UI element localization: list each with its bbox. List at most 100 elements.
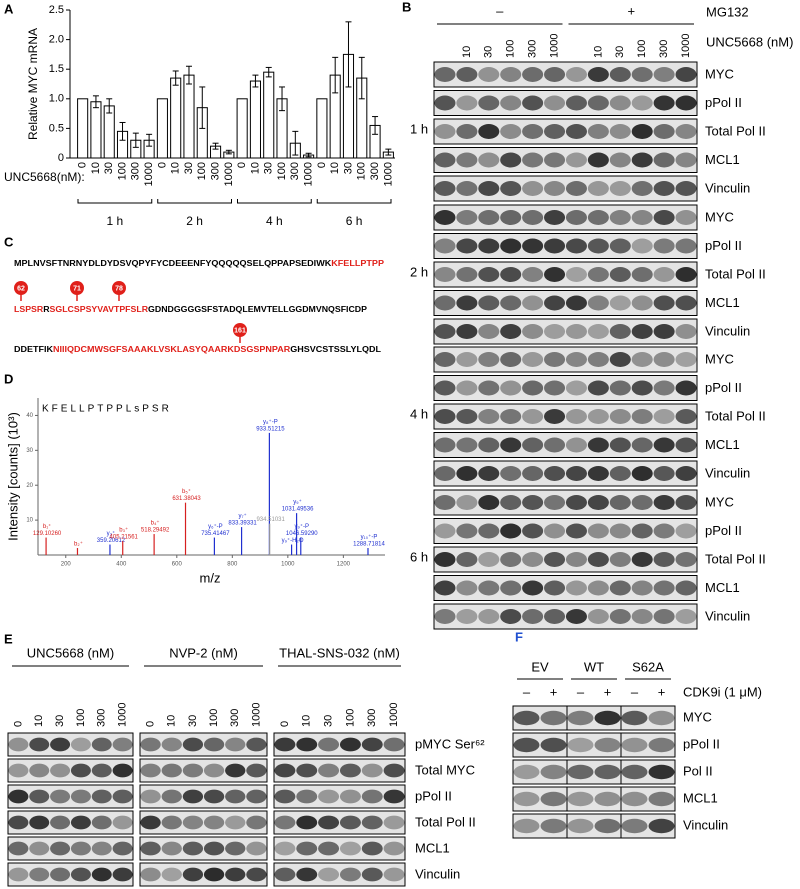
band <box>500 181 522 196</box>
band <box>225 789 246 804</box>
band <box>587 324 609 339</box>
peak-ion-label: b₂⁺ <box>74 541 83 548</box>
band <box>513 818 540 834</box>
y-tick-label: 1.5 <box>49 63 64 75</box>
band <box>478 437 500 453</box>
blot-strip <box>433 375 698 401</box>
lane-label: 10 <box>592 46 604 58</box>
y-tick-label: 40 <box>26 413 33 419</box>
treatment-label: MG132 <box>706 4 749 19</box>
site-label: 62 <box>17 285 25 292</box>
x-tick-label: 10 <box>329 162 341 174</box>
blot-strip <box>512 732 676 758</box>
site-label: 161 <box>234 327 246 334</box>
band <box>609 324 631 339</box>
band <box>565 181 587 196</box>
treatment-group: – <box>496 3 504 18</box>
band <box>339 841 361 856</box>
band <box>500 238 522 254</box>
lane-label: 0 <box>12 721 24 727</box>
band <box>653 210 675 225</box>
band <box>544 523 566 539</box>
band <box>544 380 566 396</box>
band <box>565 609 587 624</box>
band <box>653 324 675 339</box>
lane-label: 100 <box>505 40 517 58</box>
band <box>587 609 609 624</box>
band <box>675 324 697 339</box>
band <box>434 609 456 624</box>
band <box>609 181 631 196</box>
panel-label: B <box>402 0 411 14</box>
row-label: MCL1 <box>683 790 718 805</box>
peptide-sequence: KFELLPTPPLsPSR <box>42 404 172 415</box>
band <box>565 380 587 396</box>
band <box>522 210 544 225</box>
band <box>361 815 383 830</box>
peak-ion-label: b₃⁺ <box>119 527 128 534</box>
band <box>567 710 594 726</box>
band <box>70 763 91 778</box>
band <box>587 352 609 367</box>
x-tick-label: 10 <box>90 162 102 174</box>
sequence-line: DDETFIK NIIIQDCMWSGFSAAAKLVSKLASYQAARKDSG… <box>14 345 381 354</box>
band <box>653 380 675 396</box>
band <box>631 67 653 82</box>
band <box>434 552 456 567</box>
y-tick-label: 20 <box>26 483 33 489</box>
band <box>565 409 587 424</box>
band <box>246 737 267 752</box>
band <box>587 95 609 111</box>
sequence-line: MPLNVSFTNRNYDLDYDSVQPYFYCDEEENFYQQQQQSEL… <box>14 259 385 268</box>
band <box>648 764 675 780</box>
row-label: Total Pol II <box>705 408 766 423</box>
band <box>203 737 225 752</box>
band <box>140 789 161 804</box>
blot-strip <box>433 118 698 145</box>
lane-label: 100 <box>636 40 648 58</box>
band <box>540 818 567 834</box>
blot-strip <box>433 518 698 544</box>
band <box>29 789 50 804</box>
band <box>296 841 318 856</box>
band <box>544 295 566 311</box>
band <box>383 789 405 804</box>
x-tick-label: 0 <box>156 162 168 168</box>
band <box>609 67 631 82</box>
band <box>361 841 383 856</box>
bar <box>236 98 248 159</box>
band <box>383 841 405 856</box>
band <box>522 95 544 111</box>
site-marker <box>233 323 247 337</box>
band <box>565 238 587 254</box>
x-tick-label: 100 <box>276 162 288 180</box>
peak-mz-label: 833.39331 <box>228 521 257 527</box>
band <box>161 841 182 856</box>
blot-strip <box>139 732 268 757</box>
band <box>609 409 631 424</box>
band <box>456 324 478 339</box>
band <box>203 841 225 856</box>
band <box>675 380 697 396</box>
blot-strip <box>433 432 698 458</box>
band <box>29 867 50 882</box>
band <box>675 95 697 111</box>
row-label: MYC <box>705 494 734 509</box>
band <box>318 867 340 882</box>
band <box>434 580 456 596</box>
sequence-segment: LSPSR <box>14 305 43 314</box>
band <box>225 841 246 856</box>
band <box>296 763 318 778</box>
band <box>631 409 653 424</box>
bar <box>263 71 275 159</box>
band <box>203 789 225 804</box>
band <box>50 763 71 778</box>
group-label: 2 h <box>186 214 203 228</box>
band <box>246 867 267 882</box>
time-label: 6 h <box>410 549 428 564</box>
peak-ion-label: y₆⁺-P <box>208 523 223 530</box>
blot-strip <box>433 346 698 373</box>
x-tick-label: 30 <box>263 162 275 174</box>
peak-mz-label: 735.41467 <box>201 531 230 537</box>
x-tick-label: 10 <box>170 162 182 174</box>
